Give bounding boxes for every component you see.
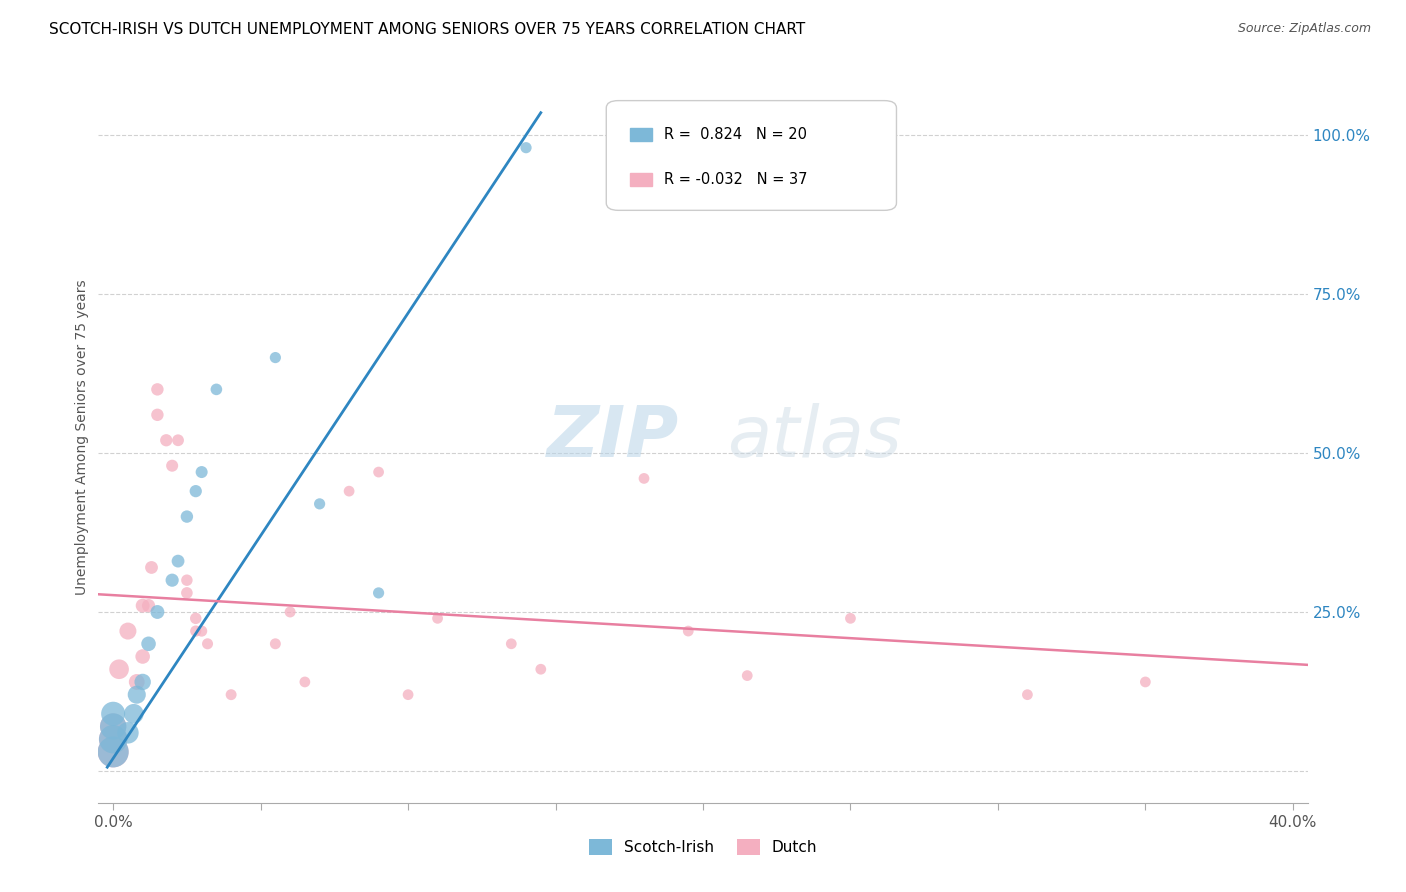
Point [264,351,287,365]
Point [146,408,169,422]
Point [101,745,124,759]
Point [515,141,537,155]
Text: atlas: atlas [727,402,901,472]
FancyBboxPatch shape [630,173,652,186]
Point [190,465,212,479]
Point [530,662,553,676]
Point [678,624,700,638]
Point [101,719,124,733]
Point [117,726,139,740]
Point [367,465,389,479]
Point [426,611,449,625]
Point [219,688,242,702]
Point [131,599,153,613]
Point [125,688,148,702]
Point [131,675,153,690]
Point [131,649,153,664]
Point [367,586,389,600]
Point [138,599,160,613]
Point [184,484,207,499]
Point [176,509,198,524]
Point [101,745,124,759]
Point [122,706,145,721]
Point [1017,688,1039,702]
Point [167,554,190,568]
Text: SCOTCH-IRISH VS DUTCH UNEMPLOYMENT AMONG SENIORS OVER 75 YEARS CORRELATION CHART: SCOTCH-IRISH VS DUTCH UNEMPLOYMENT AMONG… [49,22,806,37]
Point [155,434,177,448]
Point [633,471,655,485]
Point [735,668,758,682]
Point [264,637,287,651]
Point [146,605,169,619]
FancyBboxPatch shape [606,101,897,211]
Point [278,605,301,619]
Point [501,637,523,651]
Point [205,383,228,397]
Point [396,688,419,702]
Legend: Scotch-Irish, Dutch: Scotch-Irish, Dutch [582,833,824,861]
Point [1135,675,1157,690]
FancyBboxPatch shape [630,128,652,141]
Point [160,573,183,587]
Point [294,675,316,690]
Point [337,484,360,499]
Point [308,497,330,511]
Point [167,434,190,448]
Point [117,624,139,638]
Point [108,662,131,676]
Point [101,706,124,721]
Point [839,611,862,625]
Y-axis label: Unemployment Among Seniors over 75 years: Unemployment Among Seniors over 75 years [76,279,90,595]
Text: Source: ZipAtlas.com: Source: ZipAtlas.com [1237,22,1371,36]
Point [176,573,198,587]
Point [101,719,124,733]
Text: ZIP: ZIP [547,402,679,472]
Text: R =  0.824   N = 20: R = 0.824 N = 20 [664,127,807,142]
Point [101,732,124,747]
Text: R = -0.032   N = 37: R = -0.032 N = 37 [664,172,808,186]
Point [146,383,169,397]
Point [190,624,212,638]
Point [125,675,148,690]
Point [101,732,124,747]
Point [141,560,163,574]
Point [138,637,160,651]
Point [184,624,207,638]
Point [197,637,219,651]
Point [184,611,207,625]
Point [176,586,198,600]
Point [160,458,183,473]
